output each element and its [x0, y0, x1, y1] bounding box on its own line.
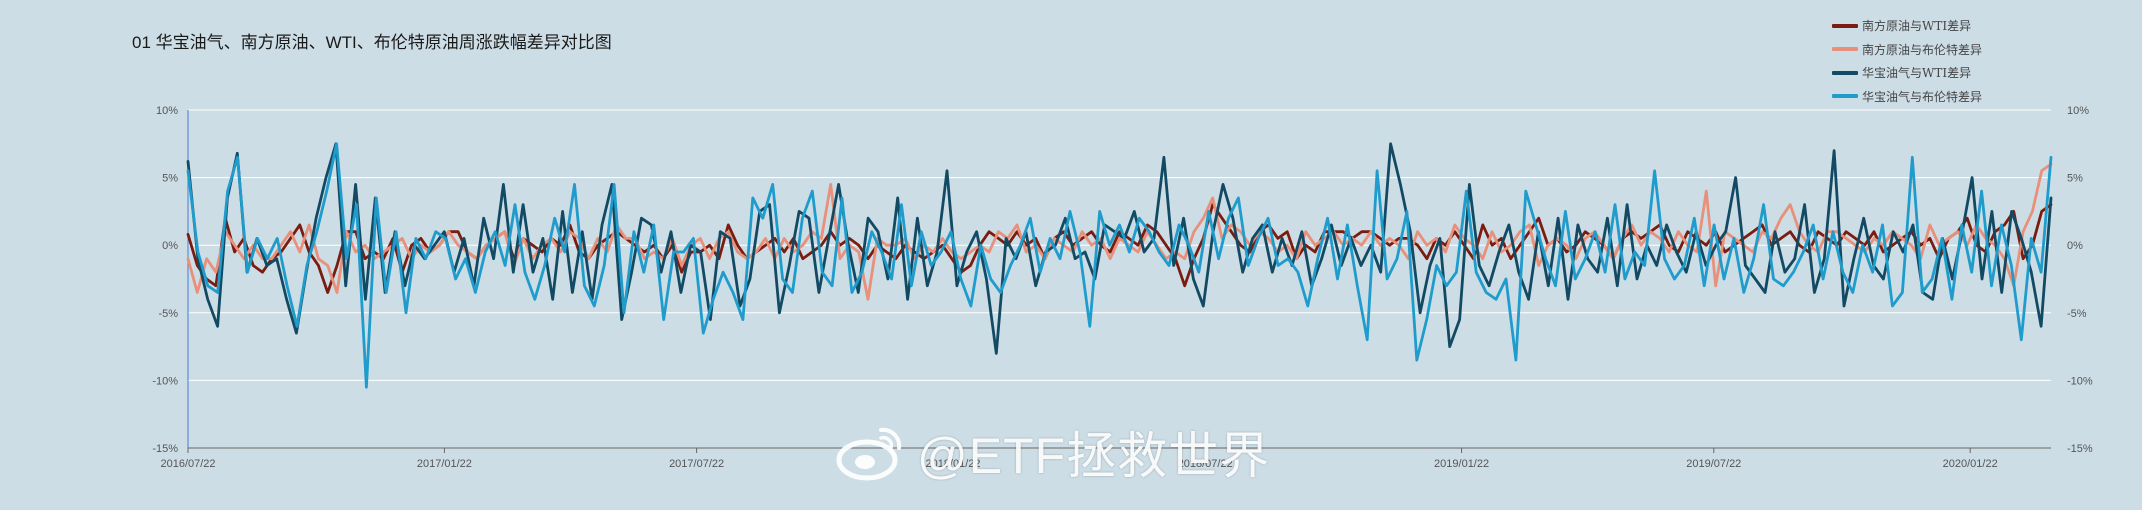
watermark-text: @ETF拯救世界	[917, 428, 1271, 484]
y-tick-label: -5%	[158, 308, 178, 320]
legend-label: 华宝油气与布伦特差异	[1862, 89, 1983, 104]
y-tick-label-right: -5%	[2067, 308, 2087, 320]
y-tick-label-right: -10%	[2067, 375, 2093, 387]
chart-legend: 南方原油与WTI差异 南方原油与布伦特差异 华宝油气与WTI差异 华宝油气与布伦特差异	[1832, 14, 1982, 108]
legend-swatch	[1832, 94, 1858, 99]
x-tick-label: 2017/01/22	[417, 458, 472, 470]
x-tick-label: 2019/01/22	[1434, 458, 1489, 470]
legend-swatch	[1832, 47, 1858, 52]
y-tick-label: -15%	[152, 443, 178, 455]
series-line-4	[186, 142, 2053, 389]
legend-label: 华宝油气与WTI差异	[1862, 66, 1972, 81]
x-tick-label: 2018/07/22	[1178, 458, 1233, 470]
x-tick-label: 2016/07/22	[160, 458, 215, 470]
y-tick-label: 10%	[156, 105, 178, 117]
legend-item: 华宝油气与WTI差异	[1832, 61, 1982, 85]
chart-title: 01 华宝油气、南方原油、WTI、布伦特原油周涨跌幅差异对比图	[132, 33, 612, 52]
legend-label: 南方原油与布伦特差异	[1862, 42, 1983, 57]
y-tick-label-right: 5%	[2067, 173, 2083, 185]
x-tick-label: 2017/07/22	[669, 458, 724, 470]
y-tick-label: -10%	[152, 375, 178, 387]
legend-item: 南方原油与WTI差异	[1832, 14, 1982, 38]
y-tick-label-right: 10%	[2067, 105, 2089, 117]
legend-swatch	[1832, 23, 1858, 28]
series-line-2	[186, 162, 2053, 301]
legend-swatch	[1832, 70, 1858, 75]
series-line-3	[186, 142, 2053, 355]
watermark: @ETF拯救世界	[835, 418, 1270, 486]
legend-label: 南方原油与WTI差异	[1862, 19, 1972, 34]
x-tick-label: 2020/01/22	[1943, 458, 1998, 470]
legend-item: 华宝油气与布伦特差异	[1832, 85, 1982, 109]
x-tick-label: 2018/01/22	[925, 458, 980, 470]
x-tick-label: 2019/07/22	[1686, 458, 1741, 470]
y-tick-label-right: 0%	[2067, 240, 2083, 252]
y-tick-label-right: -15%	[2067, 443, 2093, 455]
y-tick-label: 5%	[162, 173, 178, 185]
y-tick-label: 0%	[162, 240, 178, 252]
weibo-logo-icon	[836, 427, 902, 481]
legend-item: 南方原油与布伦特差异	[1832, 38, 1982, 62]
